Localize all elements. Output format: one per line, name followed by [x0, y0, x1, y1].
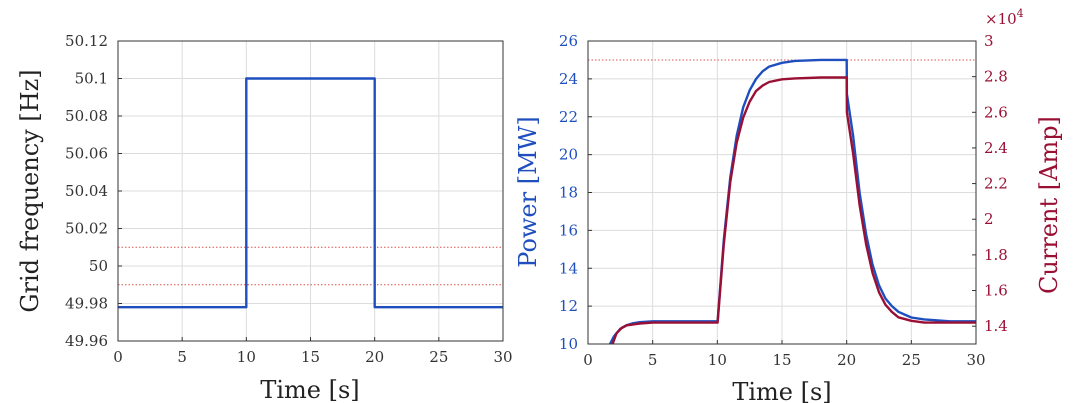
current-y-ticks: 1.4 1.6 1.8 2 2.2 2.4 2.6 2.8 3 — [972, 32, 1008, 335]
y-tick-label: 24 — [559, 70, 578, 88]
power-y-axis-title: Power [MW] — [514, 116, 542, 267]
y2-tick-label: 2.6 — [984, 103, 1008, 121]
y2-tick-label: 1.6 — [984, 282, 1008, 300]
y-tick-label: 20 — [559, 146, 578, 164]
x-tick-label: 20 — [837, 351, 856, 369]
power-gridlines — [587, 40, 977, 345]
frequency-series-line — [118, 77, 503, 309]
y-tick-label: 14 — [559, 259, 578, 277]
y-tick-label: 49.96 — [65, 332, 108, 350]
current-series-line — [611, 76, 976, 345]
frequency-series — [118, 77, 503, 309]
y2-tick-label: 1.8 — [984, 246, 1008, 264]
x-tick-label: 30 — [966, 351, 985, 369]
y2-tick-label: 3 — [984, 32, 994, 50]
x-tick-label: 10 — [237, 348, 256, 366]
x-tick-label: 25 — [429, 348, 448, 366]
frequency-chart: 0 5 10 15 20 25 30 49.96 49.98 50 50.02 50.04 50.06… — [16, 32, 513, 403]
y-tick-label: 18 — [559, 184, 578, 202]
x-tick-label: 5 — [648, 351, 658, 369]
power-series-line — [608, 58, 976, 345]
y-tick-label: 50.12 — [65, 32, 108, 50]
current-axis-multiplier-base: ×10 — [985, 10, 1017, 28]
x-tick-label: 5 — [177, 348, 187, 366]
frequency-y-axis-title: Grid frequency [Hz] — [16, 69, 44, 312]
current-y-axis-title: Current [Amp] — [1035, 116, 1063, 294]
y-tick-label: 16 — [559, 221, 578, 239]
y-tick-label: 50.06 — [65, 145, 108, 163]
y-tick-label: 50.1 — [75, 70, 108, 88]
x-tick-label: 0 — [583, 351, 593, 369]
y-tick-label: 10 — [559, 335, 578, 353]
y2-tick-label: 2.4 — [984, 139, 1008, 157]
frequency-reference-lines — [118, 246, 503, 286]
y-tick-label: 49.98 — [65, 295, 108, 313]
frequency-x-axis-title: Time [s] — [260, 376, 359, 403]
y2-tick-label: 2.2 — [984, 175, 1008, 193]
y2-tick-label: 1.4 — [984, 317, 1008, 335]
x-tick-label: 20 — [365, 348, 384, 366]
x-tick-label: 30 — [493, 348, 512, 366]
x-tick-label: 15 — [301, 348, 320, 366]
x-tick-label: 10 — [708, 351, 727, 369]
y2-tick-label: 2 — [984, 210, 994, 228]
frequency-x-ticks: 0 5 10 15 20 25 30 — [113, 337, 513, 366]
y-tick-label: 50.04 — [65, 182, 108, 200]
x-tick-label: 15 — [772, 351, 791, 369]
y-tick-label: 26 — [559, 32, 578, 50]
power-y-ticks: 10 12 14 16 18 20 22 24 26 — [559, 32, 592, 353]
frequency-y-ticks: 49.96 49.98 50 50.02 50.04 50.06 50.08 50.1 50.1… — [65, 32, 122, 350]
x-tick-label: 25 — [902, 351, 921, 369]
x-tick-label: 0 — [113, 348, 123, 366]
y-tick-label: 12 — [559, 297, 578, 315]
y-tick-label: 50.08 — [65, 107, 108, 125]
y-tick-label: 50.02 — [65, 220, 108, 238]
power-x-axis-title: Time [s] — [732, 378, 831, 403]
power-current-series — [608, 58, 976, 345]
current-axis-multiplier-exponent: 4 — [1017, 7, 1024, 20]
current-axis-multiplier: ×104 — [985, 7, 1024, 28]
y-tick-label: 22 — [559, 108, 578, 126]
power-x-ticks: 0 5 10 15 20 25 30 — [583, 340, 986, 369]
y-tick-label: 50 — [89, 257, 108, 275]
y2-tick-label: 2.8 — [984, 68, 1008, 86]
